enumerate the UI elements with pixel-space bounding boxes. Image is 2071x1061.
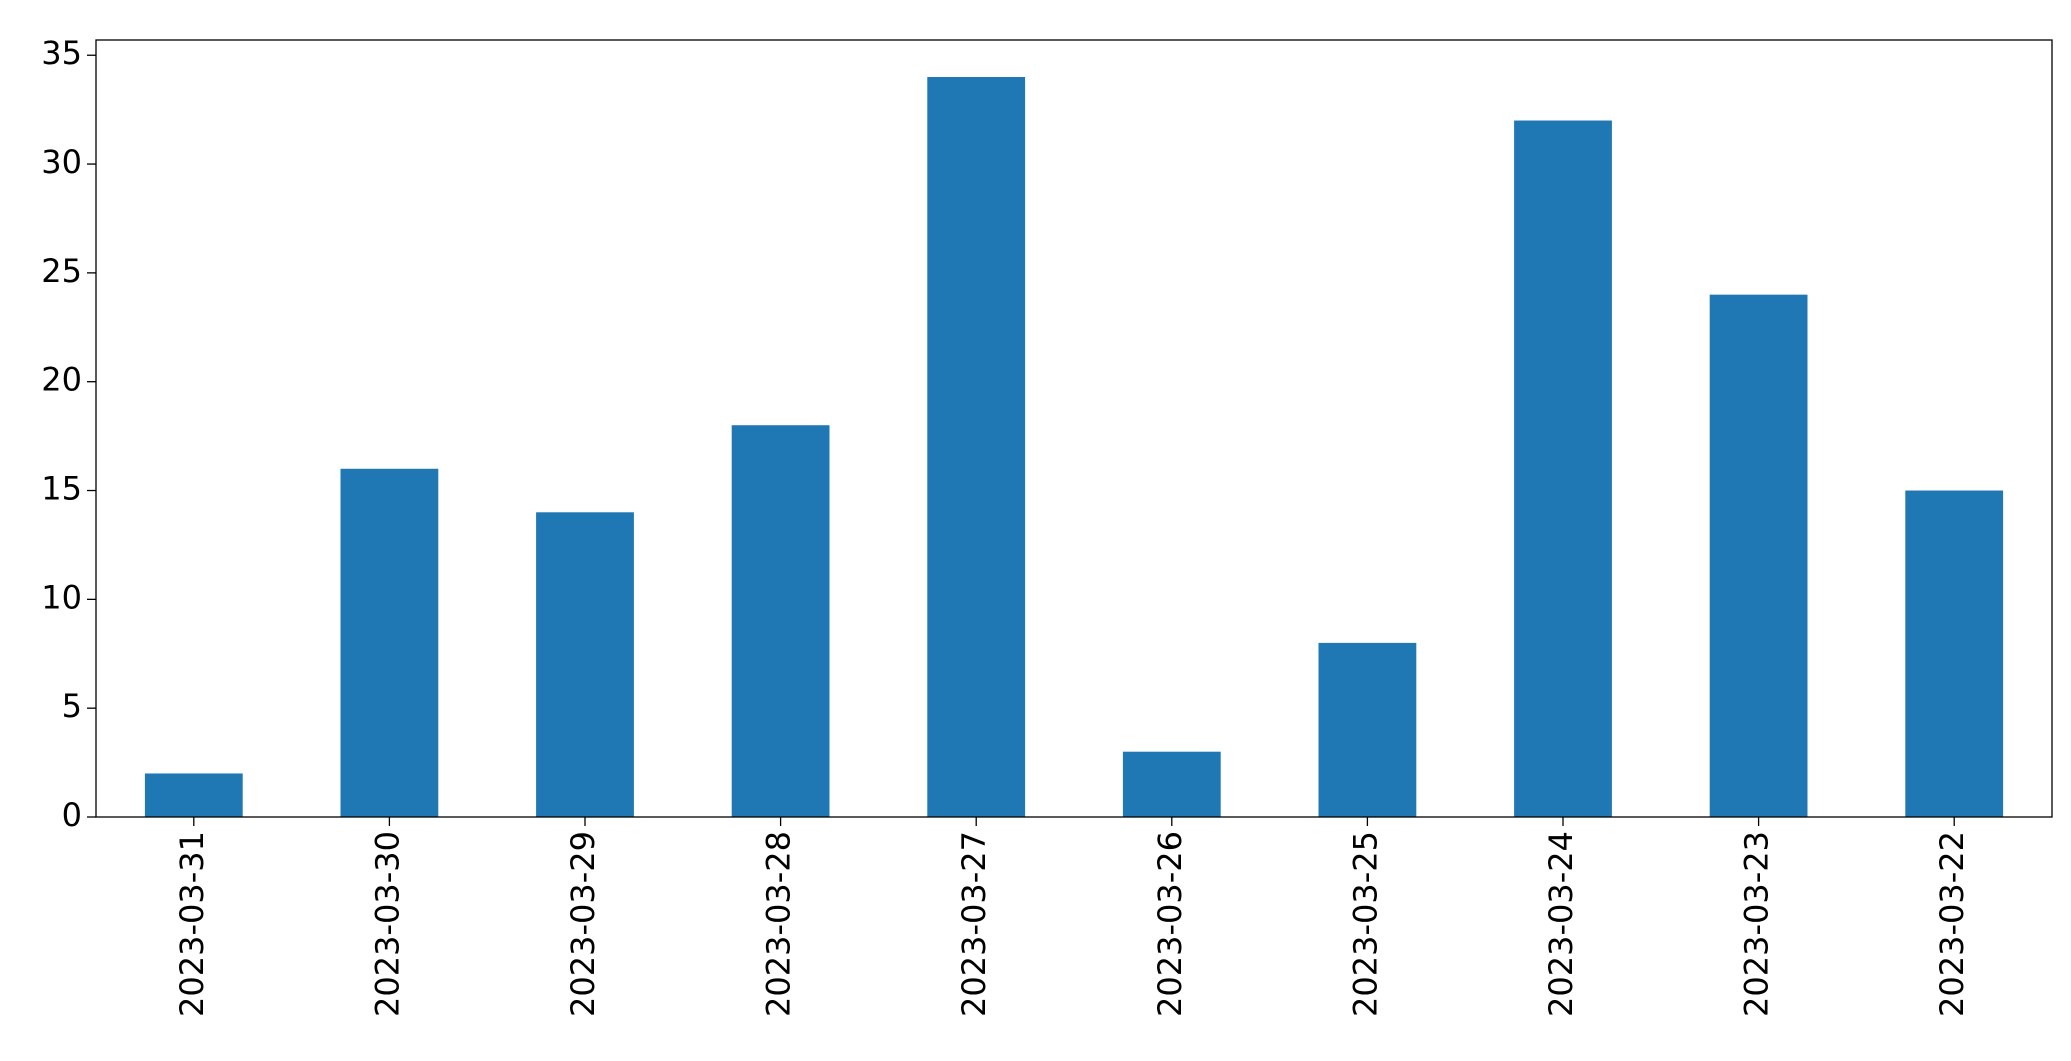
x-tick-label: 2023-03-31 [173, 831, 211, 1017]
x-tick-label: 2023-03-30 [368, 831, 406, 1017]
x-tick-label: 2023-03-28 [760, 831, 798, 1017]
bar [731, 425, 830, 817]
bar [1514, 120, 1612, 817]
bar [927, 77, 1026, 817]
x-tick-label: 2023-03-23 [1738, 831, 1776, 1017]
bar [536, 512, 634, 817]
x-tick-label: 2023-03-22 [1933, 831, 1971, 1017]
bar [1905, 490, 2004, 817]
y-tick-label: 30 [41, 143, 82, 181]
plot-frame [95, 39, 2053, 818]
y-tick-label: 25 [41, 252, 82, 290]
x-tick-label: 2023-03-29 [564, 831, 602, 1017]
y-tick-label: 35 [41, 34, 82, 72]
y-tick-label: 5 [62, 687, 82, 725]
bar [1122, 751, 1221, 817]
bar [1709, 294, 1808, 817]
y-tick-label: 15 [41, 470, 82, 508]
x-tick-label: 2023-03-26 [1151, 831, 1189, 1017]
bar [1318, 642, 1417, 817]
y-tick-label: 20 [41, 361, 82, 399]
x-tick-label: 2023-03-27 [955, 831, 993, 1017]
bar [144, 773, 243, 817]
bar [340, 468, 439, 817]
y-tick-label: 10 [41, 578, 82, 616]
y-tick-label: 0 [62, 796, 82, 834]
x-tick-label: 2023-03-24 [1542, 831, 1580, 1017]
x-tick-label: 2023-03-25 [1346, 831, 1384, 1017]
